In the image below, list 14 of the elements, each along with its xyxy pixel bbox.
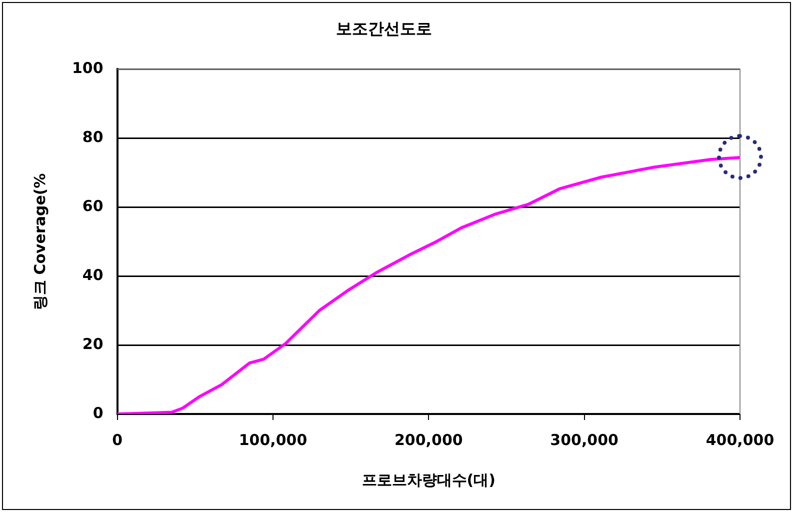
y-tick-label: 60 xyxy=(82,197,104,216)
x-tick-label: 200,000 xyxy=(394,430,463,449)
y-tick-label: 20 xyxy=(82,334,104,353)
y-tick-label: 100 xyxy=(72,59,104,78)
x-tick-label: 300,000 xyxy=(550,430,618,449)
x-tick-label: 0 xyxy=(112,430,123,449)
x-axis-title: 프로브차량대수(대) xyxy=(362,470,496,489)
y-tick-label: 0 xyxy=(92,404,104,422)
y-axis-title: 링크 Coverage(% xyxy=(30,173,49,310)
x-tick-label: 400,000 xyxy=(706,430,774,449)
y-tick-label: 40 xyxy=(82,266,104,284)
y-tick-label: 80 xyxy=(82,128,104,146)
x-tick-label: 100,000 xyxy=(238,430,308,449)
chart-title: 보조간선도로 xyxy=(336,18,432,38)
